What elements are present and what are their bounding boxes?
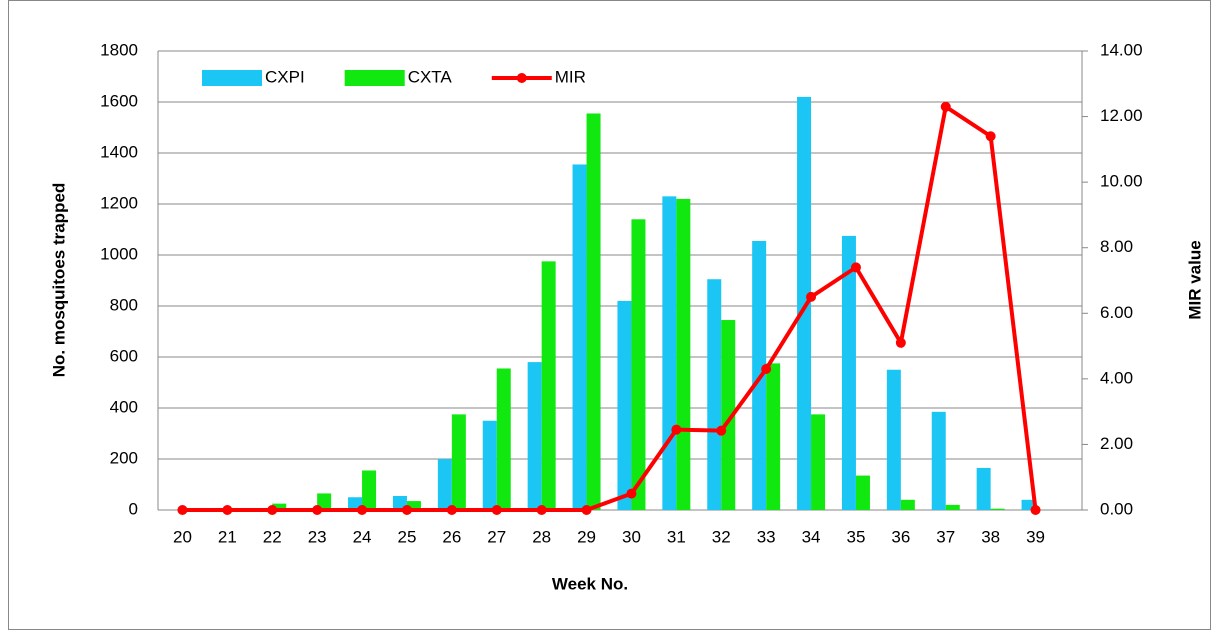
y-tick-label: 1800: [100, 40, 138, 59]
x-tick-label: 33: [757, 527, 776, 546]
line-marker: [222, 505, 233, 515]
bar: [811, 414, 826, 510]
line-marker: [1030, 505, 1041, 515]
bar: [886, 369, 901, 510]
bar: [707, 279, 722, 510]
x-tick-label: 32: [712, 527, 731, 546]
y2-tick-label: 10.00: [1100, 172, 1143, 191]
line-marker: [491, 505, 502, 515]
x-tick-label: 23: [308, 527, 327, 546]
line-marker: [716, 425, 727, 436]
line-marker: [671, 424, 682, 435]
line-marker: [895, 337, 906, 348]
bar: [586, 113, 601, 510]
x-tick-label: 28: [532, 527, 551, 546]
y2-tick-label: 0.00: [1100, 499, 1133, 518]
y2-tick-label: 2.00: [1100, 434, 1133, 453]
bar: [617, 300, 632, 510]
bar: [855, 475, 870, 510]
x-tick-label: 38: [981, 527, 1000, 546]
line-marker: [177, 505, 188, 515]
x-tick-label: 37: [936, 527, 955, 546]
y-tick-label: 400: [110, 397, 138, 416]
legend-label: CXPI: [265, 67, 305, 86]
line-marker: [985, 131, 996, 142]
x-tick-label: 21: [218, 527, 237, 546]
y-tick-label: 1000: [100, 244, 138, 263]
line-marker: [626, 488, 637, 499]
line-marker: [267, 505, 278, 515]
y-tick-label: 1200: [100, 193, 138, 212]
bar: [797, 96, 812, 511]
x-tick-label: 39: [1026, 527, 1045, 546]
y-tick-label: 1400: [100, 142, 138, 161]
y-tick-label: 600: [110, 346, 138, 365]
bar: [631, 219, 646, 511]
y2-tick-label: 14.00: [1100, 40, 1143, 59]
line-marker: [446, 505, 457, 515]
x-tick-label: 20: [173, 527, 192, 546]
bar: [662, 196, 677, 510]
legend-swatch: [516, 73, 527, 83]
y-tick-label: 1600: [100, 91, 138, 110]
bar: [482, 420, 497, 510]
bar: [900, 499, 915, 510]
x-tick-label: 30: [622, 527, 641, 546]
line-marker: [806, 291, 817, 302]
bar: [272, 503, 287, 510]
x-tick-label: 35: [846, 527, 865, 546]
bar: [572, 164, 587, 510]
y2-tick-label: 12.00: [1100, 106, 1143, 125]
bar: [721, 320, 736, 510]
x-axis-title: Week No.: [552, 574, 628, 593]
bar: [541, 261, 556, 510]
y2-axis-title: MIR value: [1185, 240, 1204, 319]
bar: [527, 362, 542, 510]
y-tick-label: 0: [129, 499, 138, 518]
bar: [1021, 499, 1036, 510]
line: [182, 103, 1038, 512]
legend-swatch: [344, 70, 405, 86]
bar: [451, 414, 466, 510]
x-tick-label: 34: [802, 527, 821, 546]
bar: [362, 470, 377, 510]
bar: [931, 411, 946, 510]
bar: [496, 368, 511, 510]
bar: [976, 467, 991, 510]
line-marker: [581, 505, 592, 515]
x-tick-label: 36: [891, 527, 910, 546]
legend-label: CXTA: [408, 67, 453, 86]
bar: [766, 363, 781, 510]
y-tick-label: 200: [110, 448, 138, 467]
bar: [437, 459, 452, 510]
line-marker: [536, 505, 547, 515]
line-marker: [850, 262, 861, 273]
y-tick-label: 800: [110, 295, 138, 314]
legend-swatch: [202, 70, 262, 86]
bar: [676, 198, 691, 510]
y2-tick-label: 6.00: [1100, 303, 1133, 322]
x-tick-label: 31: [667, 527, 686, 546]
line-marker: [357, 505, 368, 515]
bar: [317, 493, 332, 510]
x-tick-label: 26: [442, 527, 461, 546]
y-axis-title: No. mosquitoes trapped: [49, 183, 68, 378]
bar: [945, 504, 960, 510]
bar: [990, 508, 1005, 510]
bar: [406, 501, 421, 510]
line-marker: [940, 101, 951, 112]
line-marker: [312, 505, 323, 515]
x-tick-label: 22: [263, 527, 282, 546]
legend-label: MIR: [555, 67, 586, 86]
x-tick-label: 27: [487, 527, 506, 546]
y2-tick-label: 4.00: [1100, 368, 1133, 387]
x-tick-label: 29: [577, 527, 596, 546]
y2-tick-label: 8.00: [1100, 237, 1133, 256]
line-marker: [761, 364, 772, 375]
x-tick-label: 25: [397, 527, 416, 546]
bar: [841, 235, 856, 510]
line-marker: [401, 505, 412, 515]
x-tick-label: 24: [353, 527, 372, 546]
